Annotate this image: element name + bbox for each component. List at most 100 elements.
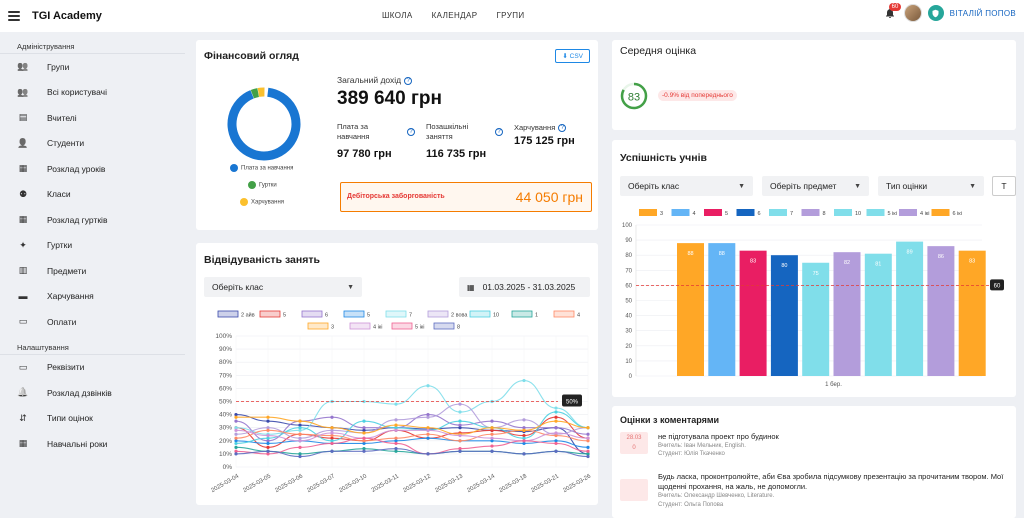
sidebar-item[interactable]: ▦ Розклад гуртків bbox=[0, 207, 185, 233]
sidebar-item[interactable]: 🔔 Розклад дзвінків bbox=[0, 380, 185, 406]
series-line bbox=[235, 414, 589, 442]
bar bbox=[864, 253, 892, 376]
nav-calendar[interactable]: КАЛЕНДАР bbox=[431, 11, 478, 20]
legend-label: 5 bbox=[367, 313, 370, 319]
x-tick-label: 2025-03-21 bbox=[530, 473, 560, 494]
series-point bbox=[522, 452, 526, 456]
sidebar-item-label: Розклад дзвінків bbox=[47, 387, 112, 398]
series-point bbox=[298, 428, 302, 432]
y-tick-label: 80 bbox=[625, 253, 632, 259]
extra-value: 116 735 грн bbox=[426, 148, 487, 160]
extra-filter-button[interactable]: T bbox=[992, 176, 1016, 196]
grade-type-select[interactable]: Тип оцінки ▼ bbox=[878, 176, 984, 196]
top-bar: TGI Academy ШКОЛА КАЛЕНДАР ГРУПИ 60 ВІТА… bbox=[0, 0, 1024, 32]
help-icon[interactable]: ? bbox=[495, 128, 503, 136]
meals-value: 175 125 грн bbox=[514, 135, 575, 147]
finance-card: Фінансовий огляд ⬇ CSV Плата за навчання… bbox=[196, 40, 598, 230]
nav-school[interactable]: ШКОЛА bbox=[382, 11, 413, 20]
series-point bbox=[458, 426, 462, 430]
sidebar-item[interactable]: 👥 Групи bbox=[0, 54, 185, 80]
series-point bbox=[522, 439, 526, 443]
y-tick-label: 90% bbox=[219, 346, 232, 353]
subject-select[interactable]: Оберіть предмет ▼ bbox=[762, 176, 869, 196]
series-point bbox=[298, 445, 302, 449]
series-point bbox=[458, 410, 462, 414]
sidebar-item[interactable]: ⇵ Типи оцінок bbox=[0, 406, 185, 432]
menu-icon[interactable] bbox=[8, 11, 20, 21]
legend-tuition: Плата за навчання bbox=[230, 164, 293, 172]
series-line bbox=[235, 403, 589, 439]
series-point bbox=[298, 419, 302, 423]
series-point bbox=[330, 415, 334, 419]
series-point bbox=[426, 415, 430, 419]
legend-swatch bbox=[385, 310, 407, 318]
threshold-badge bbox=[990, 279, 1004, 291]
csv-export-button[interactable]: ⬇ CSV bbox=[555, 49, 590, 63]
date-range-picker[interactable]: ▦ 01.03.2025 - 31.03.2025 bbox=[459, 277, 590, 297]
series-point bbox=[554, 415, 558, 419]
series-point bbox=[298, 452, 302, 456]
y-tick-label: 80% bbox=[219, 359, 232, 366]
total-income-value: 389 640 грн bbox=[337, 88, 442, 109]
series-line bbox=[235, 416, 589, 435]
average-grade-gauge: 83 bbox=[620, 82, 648, 110]
bar-value-label: 88 bbox=[719, 251, 725, 257]
series-point bbox=[298, 423, 302, 427]
sidebar-item-label: Вчителі bbox=[47, 112, 77, 123]
series-point bbox=[362, 426, 366, 430]
subjects-icon: ▥ bbox=[18, 265, 28, 276]
help-icon[interactable]: ? bbox=[407, 128, 415, 136]
sidebar-item[interactable]: ▤ Вчителі bbox=[0, 105, 185, 131]
sidebar-item[interactable]: ▦ Розклад уроків bbox=[0, 156, 185, 182]
bar bbox=[802, 262, 830, 376]
series-point bbox=[234, 413, 238, 417]
y-tick-label: 40 bbox=[625, 314, 632, 320]
legend-label: 10 bbox=[493, 313, 499, 319]
y-tick-label: 60% bbox=[219, 385, 232, 392]
series-point bbox=[522, 418, 526, 422]
bar bbox=[833, 252, 861, 376]
brand-title[interactable]: TGI Academy bbox=[32, 10, 102, 22]
sidebar-item[interactable]: 👤 Студенти bbox=[0, 131, 185, 157]
sidebar-item[interactable]: ⚉ Класи bbox=[0, 182, 185, 208]
series-point bbox=[522, 441, 526, 446]
attendance-title: Відвідуваність занять bbox=[204, 254, 320, 266]
legend-label: 5 ікі bbox=[415, 325, 424, 331]
notifications-bell-icon[interactable]: 60 bbox=[882, 3, 902, 21]
series-point bbox=[554, 419, 558, 423]
avatar[interactable] bbox=[903, 4, 922, 22]
series-point bbox=[394, 439, 398, 443]
performance-class-select[interactable]: Оберіть клас ▼ bbox=[620, 176, 753, 196]
series-point bbox=[426, 426, 430, 430]
series-point bbox=[330, 441, 334, 446]
series-point bbox=[394, 436, 398, 440]
legend-swatch bbox=[217, 310, 239, 318]
bar bbox=[677, 243, 704, 376]
sidebar-item[interactable]: ▭ Реквізити bbox=[0, 355, 185, 381]
user-name[interactable]: ВІТАЛІЙ ПОПОВ bbox=[949, 8, 1016, 18]
comment-item[interactable]: Будь ласка, проконтролюйте, аби Єва зроб… bbox=[620, 472, 1016, 516]
shield-icon[interactable] bbox=[927, 5, 944, 21]
attendance-class-select[interactable]: Оберіть клас ▼ bbox=[204, 277, 362, 297]
bell-schedule-icon: 🔔 bbox=[17, 387, 29, 398]
series-point bbox=[554, 410, 558, 414]
comment-item[interactable]: 28.03 0 не підготувала проект про будинок… bbox=[620, 432, 1016, 472]
total-income-label: Загальний дохід? bbox=[337, 75, 413, 85]
sidebar-item[interactable]: ✦ Гуртки bbox=[0, 233, 185, 259]
sidebar-item[interactable]: 👥 Всі користувачі bbox=[0, 80, 185, 106]
series-point bbox=[362, 419, 366, 423]
legend-swatch bbox=[931, 209, 950, 216]
sidebar-item[interactable]: ▭ Оплати bbox=[0, 309, 185, 335]
series-point bbox=[234, 426, 238, 430]
legend-meals: Харчування bbox=[240, 198, 284, 206]
bar bbox=[896, 241, 924, 376]
nav-groups[interactable]: ГРУПИ bbox=[496, 11, 525, 20]
sidebar-item[interactable]: ▦ Навчальні роки bbox=[0, 431, 185, 457]
sidebar-item[interactable]: ▥ Предмети bbox=[0, 258, 185, 284]
meals-icon: ▬ bbox=[18, 291, 28, 302]
bar-value-label: 89 bbox=[907, 250, 913, 256]
sidebar-item[interactable]: ▬ Харчування bbox=[0, 284, 185, 310]
y-tick-label: 50% bbox=[219, 399, 232, 406]
classes-icon: ⚉ bbox=[18, 188, 28, 199]
bar-value-label: 81 bbox=[875, 262, 881, 268]
